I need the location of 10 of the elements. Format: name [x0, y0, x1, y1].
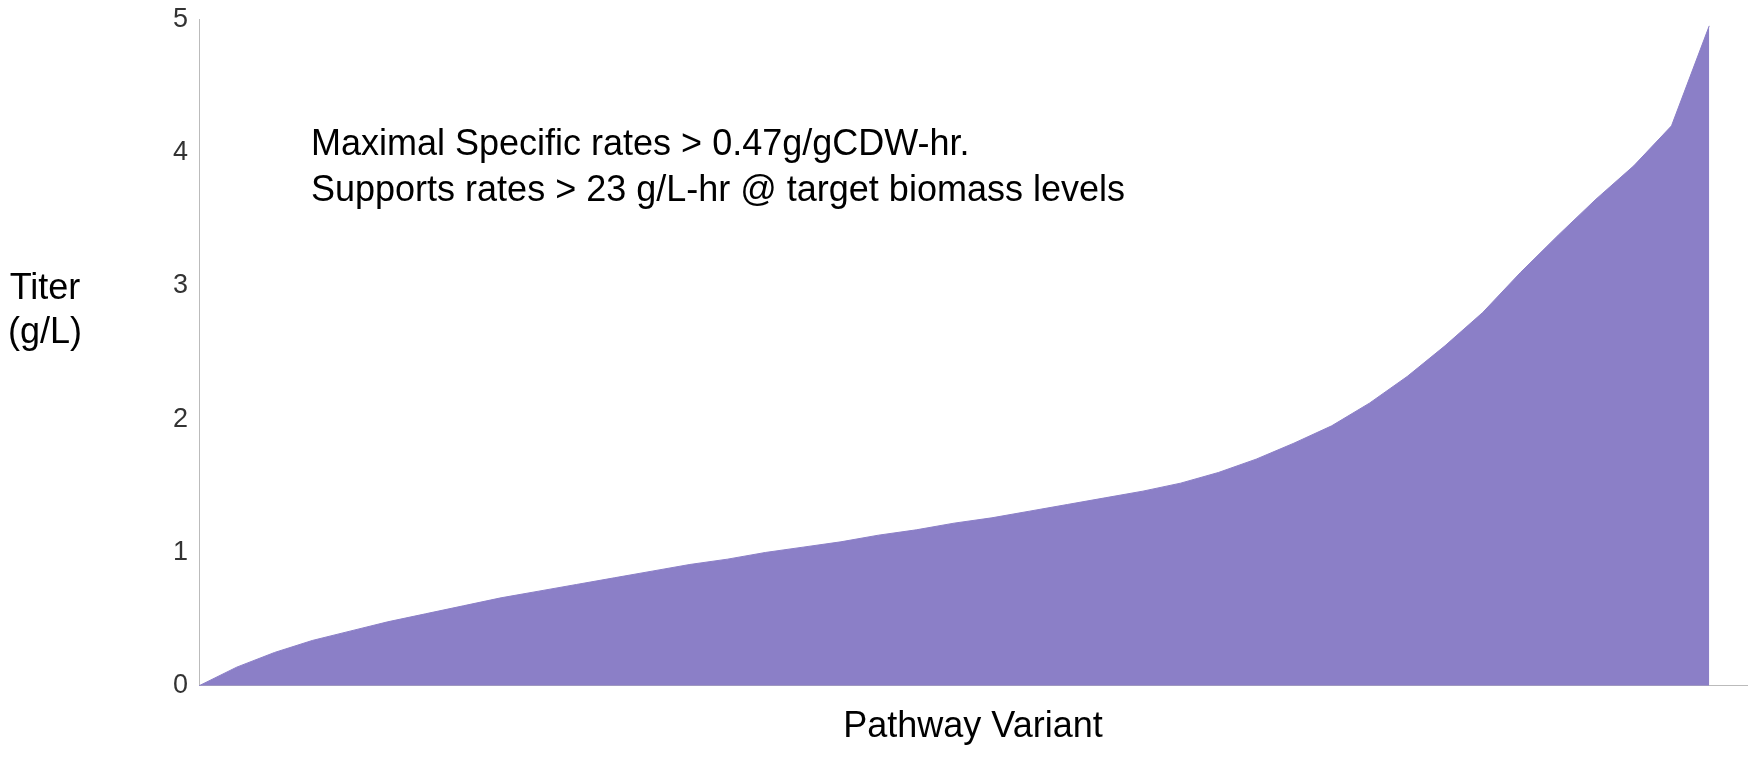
- y-tick-label: 0: [172, 669, 189, 700]
- y-tick-label: 1: [172, 535, 189, 566]
- y-tick-label: 3: [172, 269, 189, 300]
- annotation: Maximal Specific rates > 0.47g/gCDW-hr.: [311, 122, 970, 164]
- y-axis-title: Titer (g/L): [8, 265, 83, 353]
- y-tick-label: 2: [172, 402, 189, 433]
- y-tick-label: 4: [172, 135, 189, 166]
- x-axis-title: Pathway Variant: [843, 704, 1103, 746]
- annotation: Supports rates > 23 g/L-hr @ target biomass levels: [311, 168, 1125, 210]
- y-tick-label: 5: [172, 2, 189, 33]
